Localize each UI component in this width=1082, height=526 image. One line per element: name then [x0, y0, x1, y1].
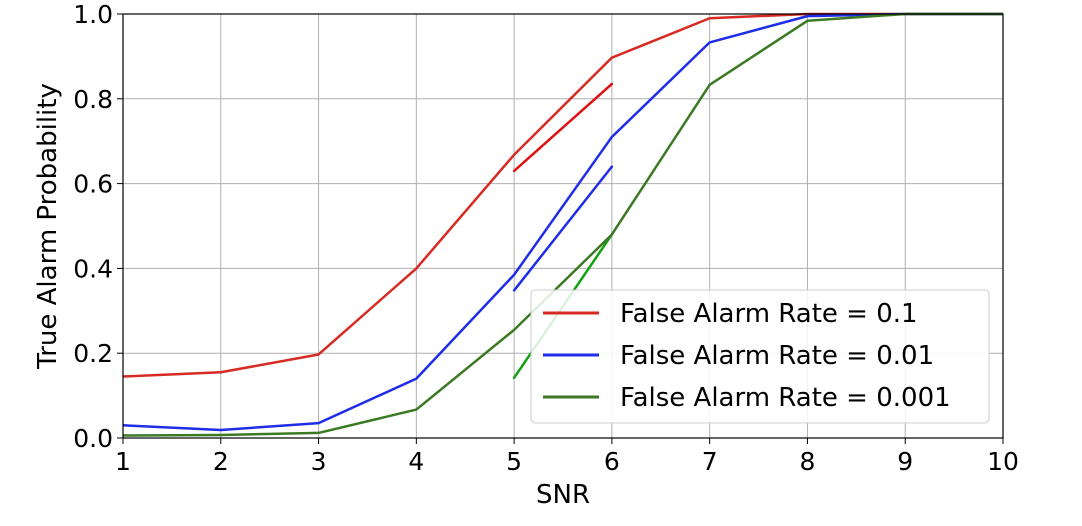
overlay-segment [512, 82, 614, 173]
legend-label: False Alarm Rate = 0.001 [620, 383, 951, 413]
y-tick-label: 0.8 [73, 85, 113, 114]
x-tick-label: 6 [604, 447, 620, 476]
y-tick-label: 1.0 [73, 0, 113, 29]
x-tick-label: 8 [799, 447, 815, 476]
x-tick-label: 3 [311, 447, 327, 476]
x-tick-label: 4 [408, 447, 424, 476]
x-tick-label: 9 [897, 447, 913, 476]
x-axis-label: SNR [536, 480, 590, 510]
x-tick-label: 7 [702, 447, 718, 476]
y-tick-label: 0.4 [73, 254, 113, 283]
x-tick-label: 10 [987, 447, 1019, 476]
y-axis-ticks: 0.0 0.2 0.4 0.6 0.8 1.0 [73, 0, 123, 453]
x-tick-label: 5 [506, 447, 522, 476]
series-line [122, 12, 1003, 432]
legend-box [530, 289, 990, 424]
legend: False Alarm Rate = 0.1 False Alarm Rate =… [530, 289, 990, 424]
y-tick-label: 0.6 [73, 170, 113, 199]
x-tick-label: 2 [213, 447, 229, 476]
x-tick-label: 1 [115, 447, 131, 476]
legend-label: False Alarm Rate = 0.01 [620, 341, 934, 371]
overlay-segment [512, 165, 614, 292]
series-line [122, 12, 1003, 437]
plot-frame [122, 13, 1004, 439]
y-tick-label: 0.2 [73, 339, 113, 368]
x-axis-ticks: 1 2 3 4 5 6 7 8 9 10 [115, 438, 1019, 476]
legend-label: False Alarm Rate = 0.1 [620, 299, 918, 329]
y-tick-label: 0.0 [73, 424, 113, 453]
y-axis-label: True Alarm Probability [33, 83, 63, 370]
